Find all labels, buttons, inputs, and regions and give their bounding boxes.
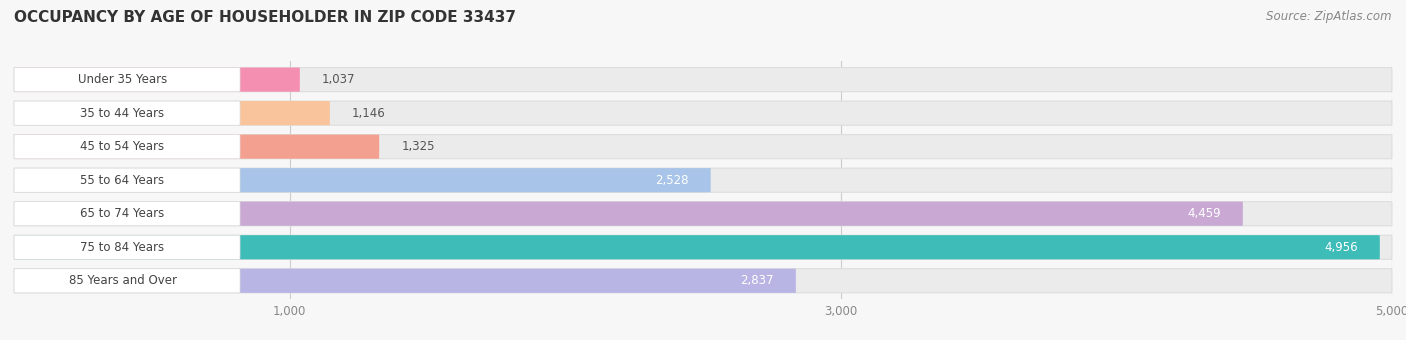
FancyBboxPatch shape <box>14 235 240 259</box>
FancyBboxPatch shape <box>14 202 240 226</box>
FancyBboxPatch shape <box>14 101 240 125</box>
FancyBboxPatch shape <box>14 269 796 293</box>
FancyBboxPatch shape <box>14 269 240 293</box>
FancyBboxPatch shape <box>14 101 330 125</box>
Text: 1,146: 1,146 <box>352 107 385 120</box>
FancyBboxPatch shape <box>14 135 1392 159</box>
Text: OCCUPANCY BY AGE OF HOUSEHOLDER IN ZIP CODE 33437: OCCUPANCY BY AGE OF HOUSEHOLDER IN ZIP C… <box>14 10 516 25</box>
FancyBboxPatch shape <box>14 168 710 192</box>
FancyBboxPatch shape <box>14 135 380 159</box>
Text: 65 to 74 Years: 65 to 74 Years <box>80 207 165 220</box>
Text: 45 to 54 Years: 45 to 54 Years <box>80 140 165 153</box>
Text: 85 Years and Over: 85 Years and Over <box>69 274 177 287</box>
Text: 55 to 64 Years: 55 to 64 Years <box>80 174 165 187</box>
FancyBboxPatch shape <box>14 202 1243 226</box>
FancyBboxPatch shape <box>14 168 1392 192</box>
Text: Under 35 Years: Under 35 Years <box>77 73 167 86</box>
Text: 4,956: 4,956 <box>1324 241 1358 254</box>
FancyBboxPatch shape <box>14 202 1392 226</box>
FancyBboxPatch shape <box>14 235 1392 259</box>
FancyBboxPatch shape <box>14 68 1392 92</box>
FancyBboxPatch shape <box>14 168 240 192</box>
FancyBboxPatch shape <box>14 68 299 92</box>
Text: 2,837: 2,837 <box>741 274 773 287</box>
FancyBboxPatch shape <box>14 135 240 159</box>
FancyBboxPatch shape <box>14 101 1392 125</box>
Text: 2,528: 2,528 <box>655 174 689 187</box>
FancyBboxPatch shape <box>14 269 1392 293</box>
Text: 1,325: 1,325 <box>401 140 434 153</box>
Text: 4,459: 4,459 <box>1187 207 1220 220</box>
FancyBboxPatch shape <box>14 235 1379 259</box>
Text: 35 to 44 Years: 35 to 44 Years <box>80 107 165 120</box>
Text: 1,037: 1,037 <box>322 73 356 86</box>
Text: 75 to 84 Years: 75 to 84 Years <box>80 241 165 254</box>
FancyBboxPatch shape <box>14 68 240 92</box>
Text: Source: ZipAtlas.com: Source: ZipAtlas.com <box>1267 10 1392 23</box>
